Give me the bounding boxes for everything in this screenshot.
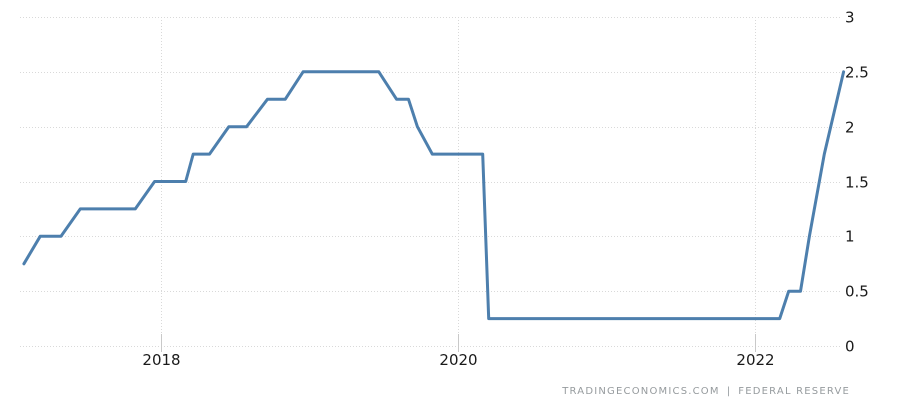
y-axis-label: 2 bbox=[845, 119, 855, 137]
y-axis-label: 1 bbox=[845, 228, 855, 246]
attribution-source: TRADINGECONOMICS.COM bbox=[562, 386, 720, 397]
y-axis-label: 0 bbox=[845, 338, 855, 356]
x-axis-label: 2022 bbox=[736, 351, 774, 369]
y-axis-label: 2.5 bbox=[845, 64, 869, 82]
attribution-provider: FEDERAL RESERVE bbox=[738, 386, 850, 397]
attribution-separator: | bbox=[726, 386, 732, 397]
attribution: TRADINGECONOMICS.COM | FEDERAL RESERVE bbox=[562, 386, 850, 397]
y-axis-label: 0.5 bbox=[845, 283, 869, 301]
rate-line bbox=[22, 70, 846, 321]
x-axis-label: 2020 bbox=[439, 351, 477, 369]
y-axis-label: 1.5 bbox=[845, 174, 869, 192]
y-axis-label: 3 bbox=[845, 9, 855, 27]
x-axis-label: 2018 bbox=[142, 351, 180, 369]
